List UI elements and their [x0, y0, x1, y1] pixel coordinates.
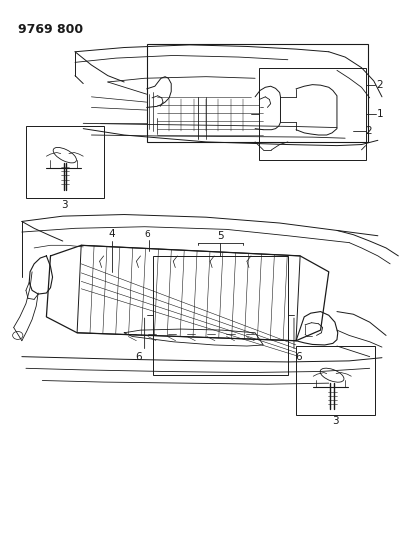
Bar [153, 256, 288, 375]
Text: 5: 5 [217, 231, 224, 241]
Text: 3: 3 [332, 416, 339, 426]
Text: 6: 6 [145, 230, 150, 239]
Text: 6: 6 [295, 352, 302, 362]
Bar [296, 346, 375, 415]
Bar [259, 68, 365, 160]
Text: 4: 4 [109, 230, 115, 239]
Text: 3: 3 [61, 200, 68, 210]
Bar [147, 44, 368, 142]
Text: 6: 6 [135, 352, 142, 362]
Text: 1: 1 [377, 109, 384, 119]
Bar [26, 126, 104, 198]
Text: 9769 800: 9769 800 [18, 22, 83, 36]
Text: 2: 2 [365, 126, 372, 136]
Text: 2: 2 [376, 79, 382, 90]
